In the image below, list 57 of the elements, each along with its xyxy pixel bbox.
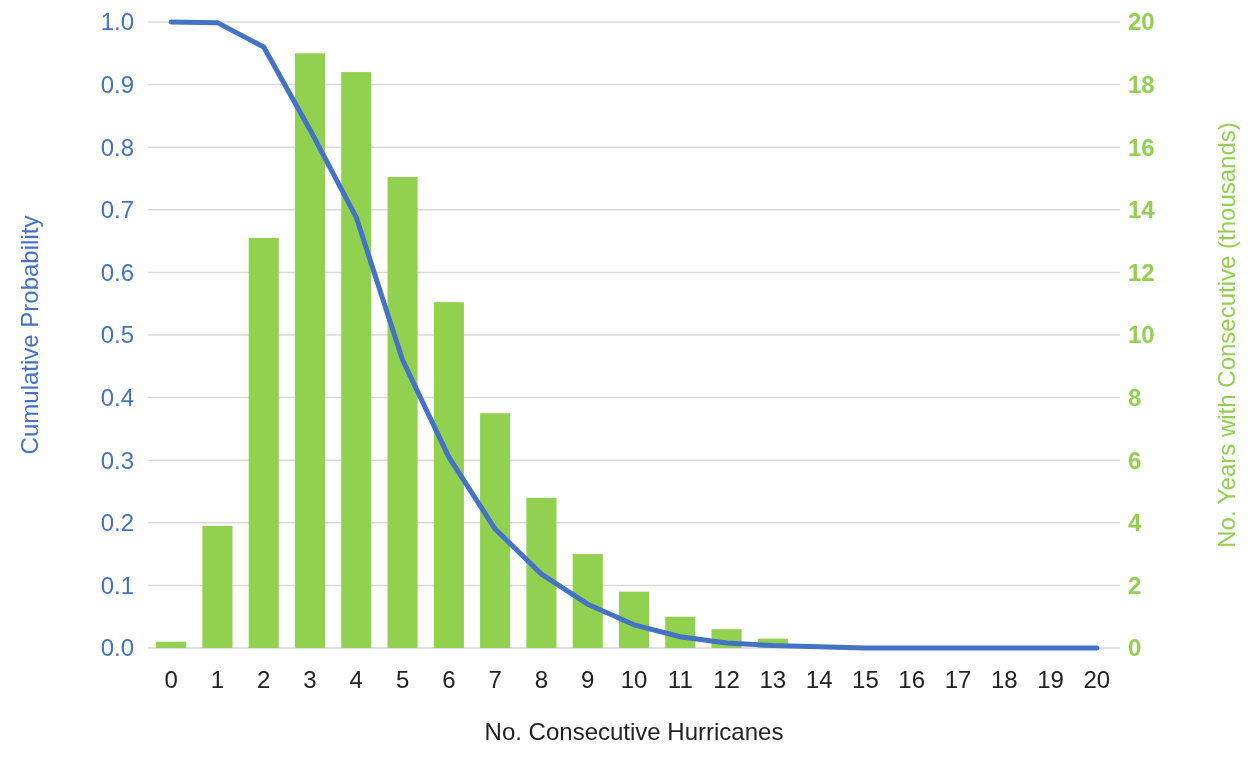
x-tick-label: 2 (257, 666, 271, 693)
bar (387, 176, 418, 648)
y-tick-label: 0.8 (100, 133, 134, 161)
y2-tick-label: 2 (1128, 571, 1142, 599)
y2-tick-label: 4 (1128, 509, 1142, 537)
x-tick-label: 4 (349, 666, 363, 693)
x-tick-label: 10 (620, 666, 648, 693)
y-axis-title: Cumulative Probability (16, 215, 43, 455)
x-tick-label: 15 (852, 666, 879, 693)
bar (480, 413, 511, 648)
x-tick-label: 18 (990, 666, 1018, 693)
y-tick-label: 0.4 (100, 384, 134, 411)
x-tick-label: 3 (303, 666, 317, 693)
x-tick-label: 17 (944, 666, 972, 693)
x-tick-label: 6 (442, 666, 456, 693)
x-tick-label: 13 (759, 666, 787, 693)
y-tick-label: 0.5 (100, 321, 134, 349)
bar (572, 554, 603, 648)
y-tick-label: 1.0 (100, 8, 134, 36)
x-tick-label: 5 (395, 666, 410, 693)
x-tick-label: 19 (1037, 666, 1064, 693)
x-tick-label: 1 (210, 666, 225, 693)
x-tick-label: 16 (898, 666, 926, 693)
y-tick-label: 0.1 (100, 571, 134, 599)
y2-tick-label: 0 (1128, 634, 1142, 662)
bar (294, 53, 326, 648)
x-axis-title: No. Consecutive Hurricanes (484, 718, 784, 745)
y-tick-label: 0.2 (100, 509, 134, 537)
bar (248, 237, 279, 648)
bar (433, 302, 464, 648)
y2-tick-label: 6 (1128, 446, 1142, 474)
y-tick-label: 0.7 (100, 196, 134, 224)
y-tick-label: 0.6 (100, 258, 134, 286)
y-tick-label: 0.9 (100, 71, 134, 98)
x-tick-label: 14 (805, 666, 833, 693)
x-tick-label: 0 (164, 666, 178, 693)
y2-tick-label: 14 (1128, 196, 1156, 224)
y2-tick-label: 20 (1128, 8, 1155, 36)
x-tick-label: 7 (488, 666, 502, 693)
y2-tick-label: 16 (1128, 133, 1155, 161)
y2-tick-label: 10 (1128, 321, 1155, 349)
x-tick-label: 11 (667, 666, 693, 693)
y2-tick-label: 18 (1128, 71, 1155, 98)
bar (526, 497, 557, 648)
bar (156, 641, 187, 648)
y2-tick-label: 12 (1128, 258, 1155, 286)
bar (618, 591, 650, 648)
bar (202, 525, 233, 648)
y-tick-label: 0.0 (100, 634, 134, 662)
y2-axis-title: No. Years with Consecutive (thousands) (1213, 122, 1240, 548)
x-tick-label: 8 (534, 666, 549, 693)
bar (341, 72, 372, 648)
y2-tick-label: 8 (1128, 384, 1142, 411)
x-tick-label: 20 (1083, 666, 1111, 693)
x-tick-label: 12 (713, 666, 740, 693)
x-tick-label: 9 (581, 666, 595, 693)
y-tick-label: 0.3 (100, 446, 134, 474)
